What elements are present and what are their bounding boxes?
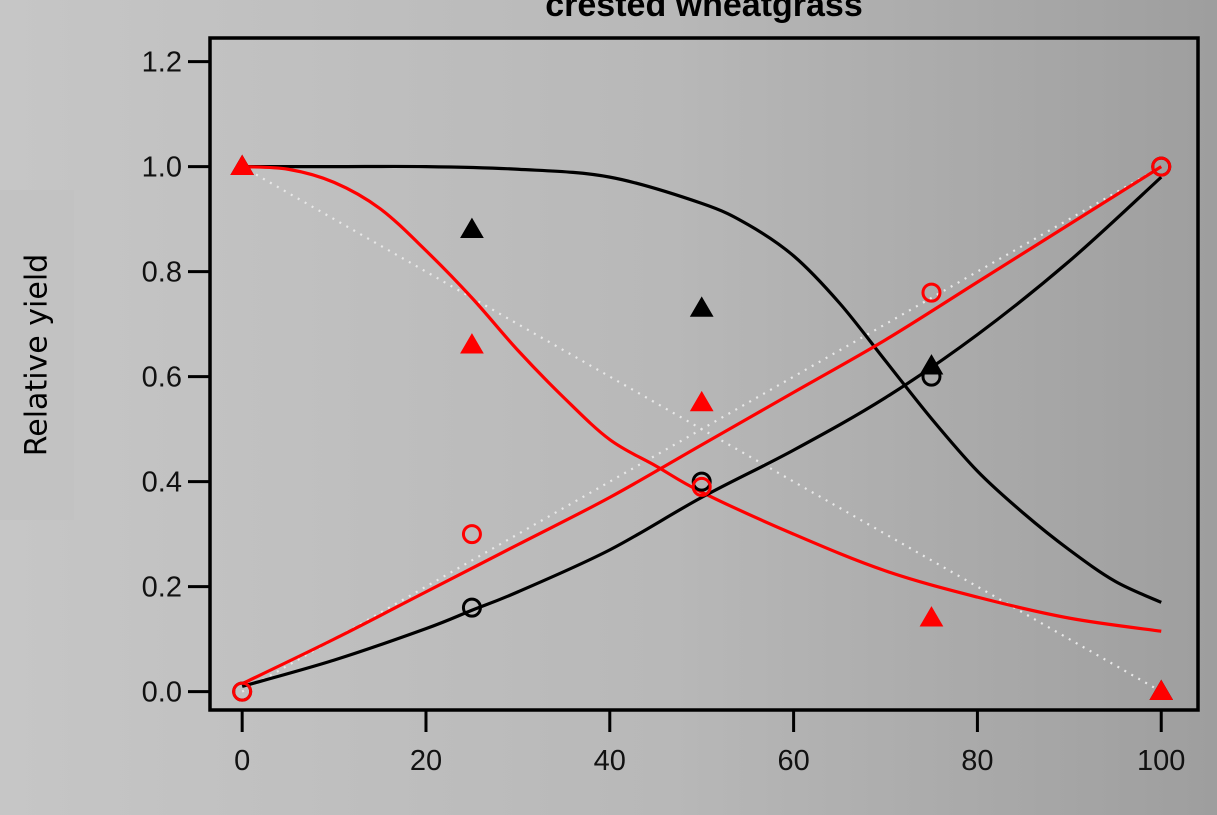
triangle-point-1-1 xyxy=(460,333,484,354)
fitted-curve-2 xyxy=(241,175,1163,688)
circle-point-3-3 xyxy=(921,282,942,303)
y-tick-label-3: 0.6 xyxy=(142,362,182,394)
y-tick-label-0: 0.0 xyxy=(142,677,182,709)
reference-line-1 xyxy=(241,165,1162,693)
y-tick-label-6: 1.2 xyxy=(142,47,182,79)
chart-title: crested wheatgrass xyxy=(545,0,863,24)
fitted-curves xyxy=(241,164,1163,688)
x-tick-label-2: 40 xyxy=(594,745,626,777)
fitted-curve-1 xyxy=(242,165,1162,633)
y-tick-label-5: 1.0 xyxy=(142,152,182,184)
fitted-curve-0 xyxy=(242,164,1162,604)
axes: 0.0 0.2 0.4 0.6 0.8 1.0 1.2 0 20 40 60 80 100 xyxy=(142,47,1186,777)
triangle-point-1-2 xyxy=(689,390,714,412)
reference-lines xyxy=(241,165,1162,693)
circle-point-3-1 xyxy=(461,524,482,545)
triangle-point-1-4 xyxy=(1149,679,1174,701)
fitted-curve-3 xyxy=(241,165,1163,686)
y-tick-label-4: 0.8 xyxy=(142,257,182,289)
triangle-point-1-0 xyxy=(230,154,255,176)
circle-point-3-4 xyxy=(1151,156,1172,177)
x-tick-label-4: 80 xyxy=(961,745,993,777)
x-tick-label-0: 0 xyxy=(234,745,250,777)
triangle-point-1-3 xyxy=(919,606,944,627)
y-tick-label-2: 0.4 xyxy=(142,467,182,499)
circle-point-3-0 xyxy=(232,681,253,702)
circle-point-2-3 xyxy=(921,366,942,387)
triangle-point-0-1 xyxy=(460,217,484,239)
plot-frame xyxy=(208,36,1200,712)
x-tick-label-5: 100 xyxy=(1137,745,1185,777)
data-points xyxy=(230,154,1174,702)
x-tick-label-3: 60 xyxy=(777,745,809,777)
y-axis-label-background xyxy=(0,190,74,520)
y-tick-label-1: 0.2 xyxy=(142,572,182,604)
circle-point-3-2 xyxy=(691,476,712,497)
circle-point-2-1 xyxy=(461,597,482,618)
x-tick-label-1: 20 xyxy=(410,745,442,777)
triangle-point-0-2 xyxy=(689,296,714,317)
